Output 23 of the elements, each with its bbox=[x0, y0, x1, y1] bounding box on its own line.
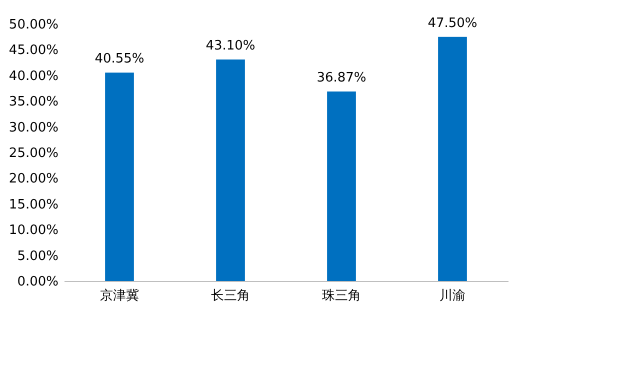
x-tick-label: 京津冀 bbox=[100, 288, 139, 304]
bar bbox=[438, 36, 467, 281]
bar bbox=[105, 72, 134, 281]
x-tick-label: 长三角 bbox=[211, 288, 250, 304]
x-tick-label: 川渝 bbox=[440, 288, 466, 304]
y-tick-label: 15.00% bbox=[8, 197, 58, 212]
data-label: 43.10% bbox=[206, 38, 256, 54]
y-tick-label: 0.00% bbox=[17, 274, 58, 290]
y-tick-label: 40.00% bbox=[8, 68, 58, 84]
y-tick-label: 10.00% bbox=[8, 223, 58, 238]
y-tick-label: 45.00% bbox=[8, 43, 58, 58]
y-tick-label: 20.00% bbox=[8, 172, 58, 187]
y-tick-label: 25.00% bbox=[8, 146, 58, 161]
y-tick-label: 30.00% bbox=[8, 120, 58, 136]
data-label: 36.87% bbox=[316, 70, 366, 86]
bar bbox=[327, 91, 356, 281]
x-tick-label: 珠三角 bbox=[322, 288, 361, 304]
bar bbox=[216, 59, 245, 281]
y-tick-label: 50.00% bbox=[8, 18, 58, 32]
y-tick-label: 35.00% bbox=[8, 94, 58, 110]
data-label: 47.50% bbox=[428, 16, 478, 31]
y-tick-label: 5.00% bbox=[17, 248, 58, 264]
data-label: 40.55% bbox=[94, 52, 144, 67]
